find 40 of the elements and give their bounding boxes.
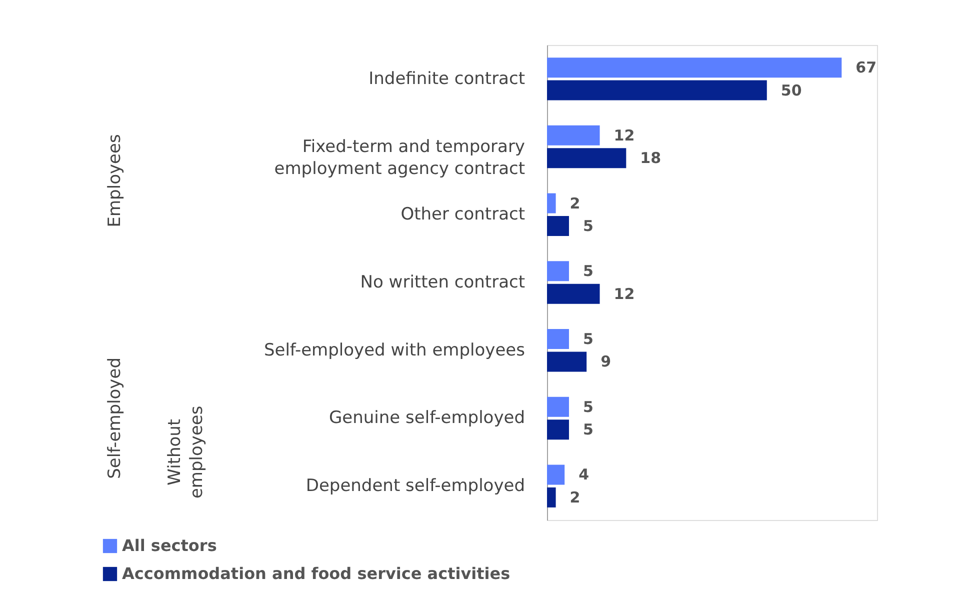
data-label: 5 [582,330,594,348]
bar [547,80,767,100]
data-label: 5 [582,398,594,416]
bar [547,193,556,214]
text: Without employees [165,406,207,499]
data-label: 12 [614,126,635,144]
text: Employees [105,134,125,228]
bar [547,487,556,508]
bar [547,284,600,304]
y-tick-label: No written contract [360,272,526,292]
y-tick-label: Indefinite contract [368,68,526,89]
y-tick-label: Genuine self-employed [328,408,525,428]
bar [547,216,569,236]
data-label: 4 [578,466,590,484]
data-label: 12 [614,284,635,303]
bar [547,328,569,349]
data-label: 2 [570,194,580,212]
bar [547,396,569,417]
bar [547,352,587,372]
data-label: 5 [582,217,594,236]
data-label: 50 [780,81,802,100]
data-label: 2 [570,488,580,506]
bar [547,125,600,146]
bar [547,261,569,282]
data-label: 5 [582,420,594,439]
bar [547,58,842,78]
y-tick-label: Fixed-term and temporary employment agency contract [274,136,526,179]
y-tick-label: Self-employed with employees [264,340,526,360]
text: Self-employed [105,358,125,479]
data-label: 9 [600,352,612,371]
legend-label: All sectors [122,536,217,555]
bar [547,148,626,168]
bar [547,420,569,440]
y-tick-label: Other contract [400,204,526,225]
bar [547,464,565,485]
data-label: 5 [582,262,594,280]
y-tick-label: Dependent self-employed [306,476,525,496]
data-label: 18 [640,149,662,168]
legend-label: Accommodation and food service activities [122,564,510,583]
data-label: 67 [856,58,877,77]
